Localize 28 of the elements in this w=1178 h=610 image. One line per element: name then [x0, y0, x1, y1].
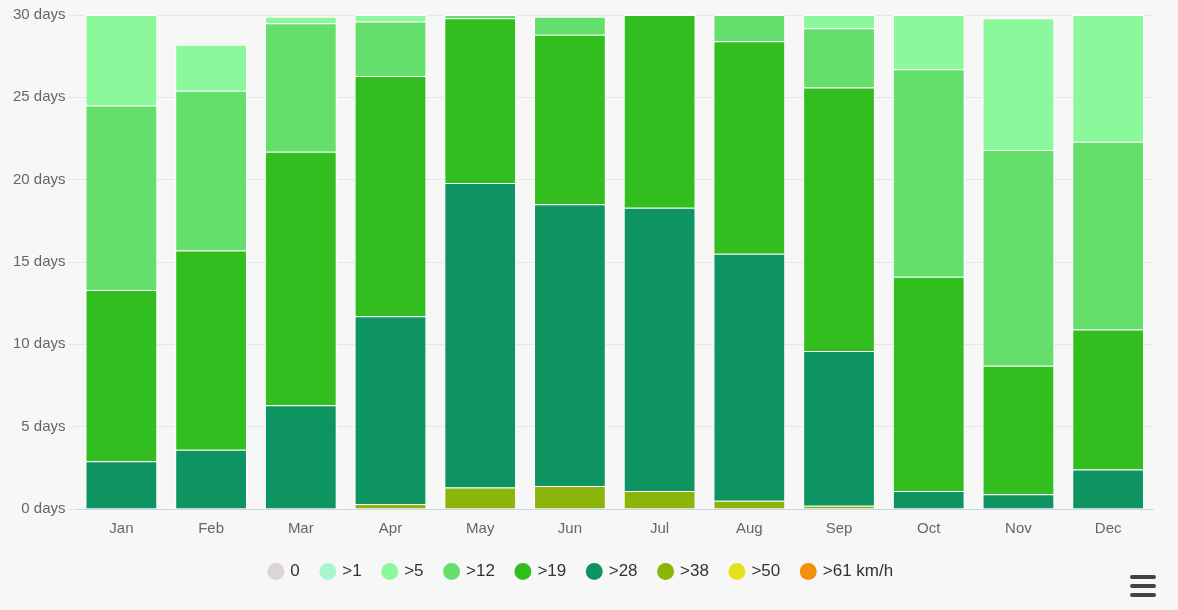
x-tick-label: Aug	[735, 519, 763, 537]
legend-label: >19	[537, 561, 567, 581]
x-tick-label: Mar	[287, 519, 314, 537]
legend-label: >12	[466, 561, 495, 581]
x-tick-label: Jun	[557, 519, 583, 537]
legend-label: >5	[404, 561, 424, 581]
legend-label: >1	[342, 561, 362, 581]
legend-label: >61 km/h	[822, 561, 894, 581]
x-tick-label: Nov	[1005, 519, 1033, 537]
y-tick-label: 10 days	[12, 334, 66, 352]
y-tick-label: 30 days	[12, 5, 66, 23]
y-tick-label: 0 days	[21, 499, 66, 517]
y-tick-label: 5 days	[21, 416, 66, 434]
legend-label: >50	[751, 561, 781, 581]
x-tick-label: May	[466, 519, 495, 537]
x-tick-label: Dec	[1094, 519, 1122, 537]
y-tick-label: 15 days	[12, 252, 66, 270]
x-tick-label: Feb	[198, 519, 225, 537]
x-tick-label: Apr	[378, 519, 403, 537]
x-tick-label: Jan	[109, 519, 134, 537]
y-tick-label: 20 days	[12, 169, 66, 187]
x-tick-label: Oct	[917, 519, 942, 537]
legend-label: >38	[680, 561, 709, 581]
x-tick-label: Jul	[650, 519, 670, 537]
legend-label: 0	[290, 561, 300, 581]
x-tick-label: Sep	[825, 519, 853, 537]
legend-label: >28	[608, 561, 638, 581]
y-tick-label: 25 days	[12, 87, 66, 105]
